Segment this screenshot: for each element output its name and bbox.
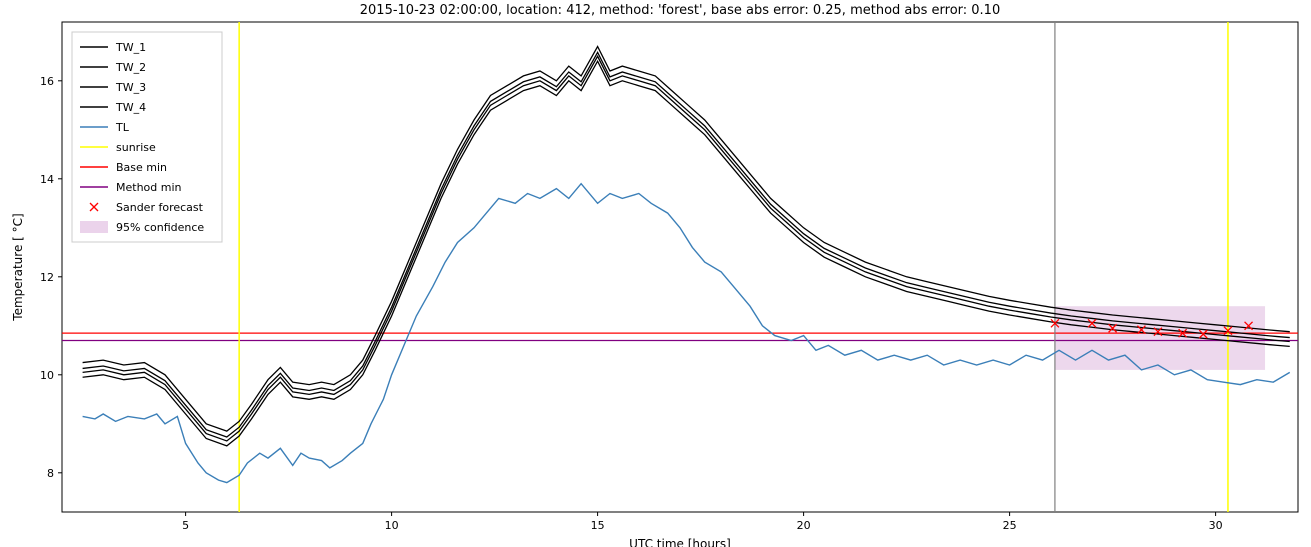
xtick-label: 5 [182, 519, 189, 532]
legend-label-8: Sander forecast [116, 201, 204, 214]
ytick-label: 14 [40, 173, 54, 186]
confidence-band [1055, 306, 1265, 370]
ytick-label: 10 [40, 369, 54, 382]
chart-container: 5 10 15 20 25 30 8 10 12 14 16 UTC time [hours] Temp… [0, 0, 1311, 547]
chart-title: 2015-10-23 02:00:00, location: 412, meth… [360, 3, 1000, 18]
xtick-label: 25 [1003, 519, 1017, 532]
xtick-label: 10 [385, 519, 399, 532]
ytick-label: 12 [40, 271, 54, 284]
xtick-label: 15 [591, 519, 605, 532]
legend-label-3: TW_4 [115, 101, 146, 114]
legend-label-9: 95% confidence [116, 221, 204, 234]
y-axis-label: Temperature [ °C] [11, 213, 25, 321]
legend-label-7: Method min [116, 181, 182, 194]
temperature-chart: 5 10 15 20 25 30 8 10 12 14 16 UTC time [hours] Temp… [0, 0, 1311, 547]
legend-swatch-9 [80, 221, 108, 233]
ytick-label: 8 [47, 467, 54, 480]
legend-label-5: sunrise [116, 141, 156, 154]
legend-label-6: Base min [116, 161, 167, 174]
x-axis-label: UTC time [hours] [629, 537, 731, 547]
legend-label-0: TW_1 [115, 41, 146, 54]
ytick-label: 16 [40, 75, 54, 88]
xtick-label: 20 [797, 519, 811, 532]
legend-label-2: TW_3 [115, 81, 146, 94]
xtick-label: 30 [1209, 519, 1223, 532]
legend-label-1: TW_2 [115, 61, 146, 74]
legend-label-4: TL [115, 121, 130, 134]
